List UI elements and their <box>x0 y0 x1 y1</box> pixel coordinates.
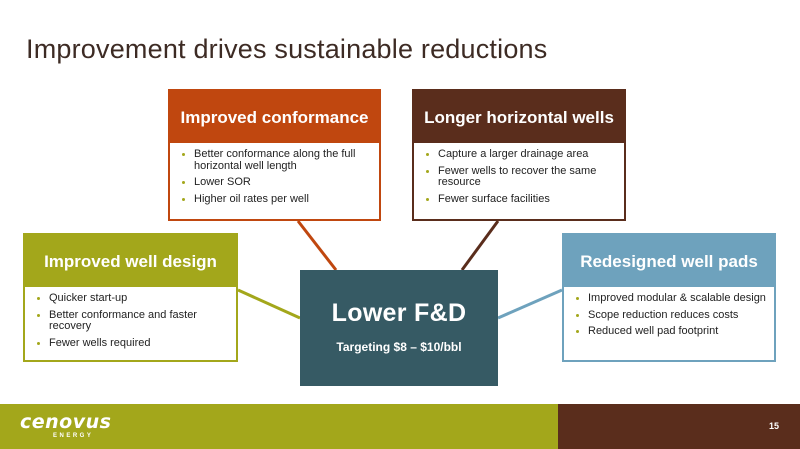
connector-horizontal <box>460 220 500 271</box>
footer-brown-band: 15 <box>558 404 800 449</box>
bullet-item: Better conformance and faster recovery <box>35 309 228 333</box>
logo-subtext: ENERGY <box>53 433 94 439</box>
bullet-item: Fewer surface facilities <box>424 193 616 206</box>
footer-bar: cenovus ENERGY 15 <box>0 404 800 449</box>
footer-green-band: cenovus ENERGY <box>0 404 558 449</box>
bullet-item: Quicker start-up <box>35 292 228 305</box>
slide-title: Improvement drives sustainable reduction… <box>26 34 548 64</box>
bullet-item: Fewer wells to recover the same resource <box>424 165 616 189</box>
connector-well-design <box>237 288 301 320</box>
bullet-item: Capture a larger drainage area <box>424 148 616 161</box>
card-title: Improved well design <box>25 235 236 287</box>
page-number: 15 <box>768 421 779 431</box>
center-subtitle: Targeting $8 – $10/bbl <box>336 340 462 354</box>
card-title: Redesigned well pads <box>564 235 774 287</box>
card-longer-horizontal-wells: Longer horizontal wells Capture a larger… <box>412 89 626 221</box>
bullet-item: Better conformance along the full horizo… <box>180 148 371 172</box>
bullet-item: Lower SOR <box>180 176 371 189</box>
card-redesigned-well-pads: Redesigned well pads Improved modular & … <box>562 233 776 362</box>
center-title: Lower F&D <box>331 299 467 327</box>
bullet-item: Reduced well pad footprint <box>574 325 766 338</box>
bullet-item: Improved modular & scalable design <box>574 292 766 305</box>
bullet-item: Fewer wells required <box>35 337 228 350</box>
cenovus-logo: cenovus <box>20 411 112 433</box>
bullet-item: Higher oil rates per well <box>180 193 371 206</box>
card-improved-conformance: Improved conformance Better conformance … <box>168 89 381 221</box>
bullet-item: Scope reduction reduces costs <box>574 309 766 322</box>
center-lower-fd-box: Lower F&D Targeting $8 – $10/bbl <box>300 270 498 386</box>
connector-pads <box>497 288 563 320</box>
connector-conformance <box>296 220 338 271</box>
card-improved-well-design: Improved well design Quicker start-up Be… <box>23 233 238 362</box>
card-title: Longer horizontal wells <box>414 91 624 143</box>
card-title: Improved conformance <box>170 91 379 143</box>
